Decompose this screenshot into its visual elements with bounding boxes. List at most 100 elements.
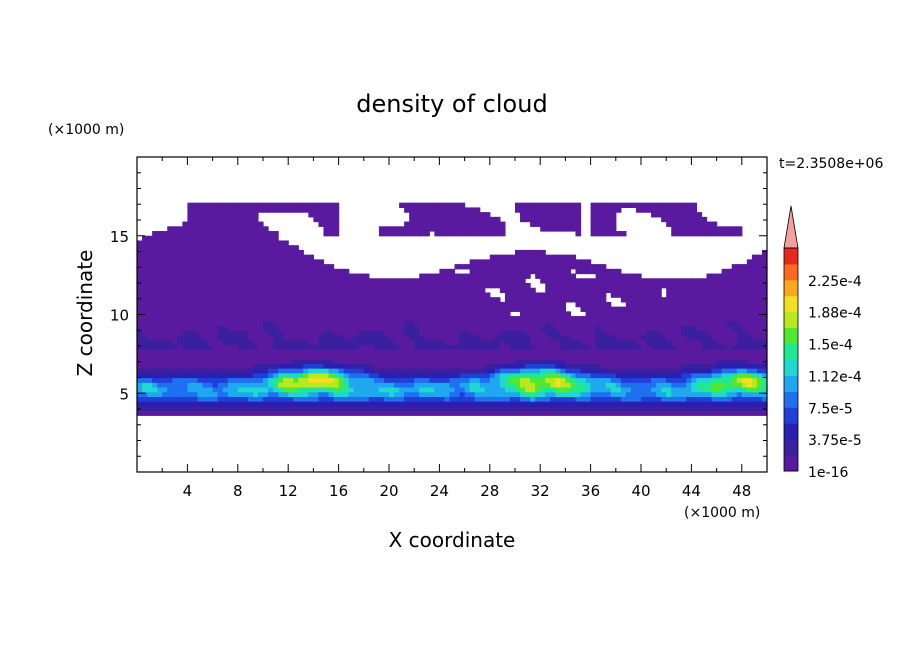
heatmap-cell: [197, 353, 204, 360]
heatmap-cell: [545, 264, 551, 270]
heatmap-cell: [515, 401, 521, 407]
heatmap-cell: [263, 410, 269, 416]
heatmap-cell: [530, 334, 536, 341]
heatmap-cell: [751, 349, 758, 355]
heatmap-cell: [419, 410, 425, 416]
heatmap-cell: [635, 311, 642, 317]
heatmap-cell: [706, 382, 713, 388]
heatmap-cell: [273, 278, 279, 284]
heatmap-cell: [595, 401, 602, 407]
heatmap-cell: [283, 273, 289, 279]
heatmap-cell: [399, 287, 405, 294]
heatmap-cell: [414, 278, 420, 284]
heatmap-cell: [469, 311, 476, 317]
heatmap-cell: [560, 344, 566, 350]
heatmap-cell: [182, 249, 188, 256]
heatmap-cell: [328, 368, 335, 374]
heatmap-cell: [182, 273, 188, 279]
heatmap-cell: [671, 207, 677, 213]
heatmap-cell: [530, 259, 536, 265]
heatmap-cell: [308, 386, 314, 393]
heatmap-cell: [263, 334, 269, 341]
heatmap-cell: [409, 216, 415, 223]
heatmap-cell: [217, 391, 224, 398]
heatmap-cell: [313, 386, 320, 393]
heatmap-cell: [318, 287, 325, 294]
heatmap-cell: [247, 240, 254, 246]
x-tick-label: 28: [480, 482, 499, 500]
heatmap-cell: [263, 202, 269, 208]
heatmap-cell: [474, 353, 481, 360]
heatmap-cell: [656, 292, 662, 298]
heatmap-field: [137, 202, 773, 416]
heatmap-cell: [464, 382, 471, 388]
heatmap-cell: [222, 316, 229, 322]
heatmap-cell: [394, 405, 400, 412]
heatmap-cell: [182, 292, 188, 298]
heatmap-cell: [681, 382, 687, 388]
heatmap-cell: [535, 401, 541, 407]
heatmap-cell: [288, 207, 294, 213]
heatmap-cell: [237, 349, 244, 355]
heatmap-cell: [399, 231, 405, 237]
heatmap-cell: [298, 325, 304, 331]
heatmap-cell: [701, 297, 708, 303]
heatmap-cell: [363, 344, 370, 350]
heatmap-cell: [746, 377, 753, 383]
heatmap-cell: [172, 273, 178, 279]
heatmap-cell: [555, 372, 561, 379]
heatmap-cell: [736, 386, 743, 393]
heatmap-cell: [630, 382, 637, 388]
heatmap-cell: [580, 396, 587, 402]
heatmap-cell: [147, 320, 153, 327]
heatmap-cell: [419, 391, 425, 398]
heatmap-cell: [333, 372, 340, 379]
heatmap-cell: [187, 254, 194, 260]
heatmap-cell: [474, 377, 481, 383]
heatmap-cell: [177, 349, 183, 355]
heatmap-cell: [298, 353, 304, 360]
heatmap-cell: [242, 330, 249, 336]
heatmap-cell: [756, 377, 763, 383]
heatmap-cell: [424, 396, 430, 402]
heatmap-cell: [656, 358, 662, 364]
heatmap-cell: [394, 278, 400, 284]
heatmap-cell: [751, 320, 758, 327]
heatmap-cell: [671, 306, 677, 312]
heatmap-cell: [767, 302, 773, 307]
heatmap-cell: [293, 386, 299, 393]
heatmap-cell: [671, 221, 677, 227]
heatmap-cell: [333, 405, 340, 412]
heatmap-cell: [263, 339, 269, 346]
heatmap-cell: [509, 386, 516, 393]
heatmap-cell: [197, 283, 204, 289]
heatmap-cell: [368, 391, 375, 398]
heatmap-cell: [394, 349, 400, 355]
heatmap-cell: [756, 396, 763, 402]
heatmap-cell: [358, 353, 365, 360]
heatmap-cell: [257, 363, 264, 369]
heatmap-cell: [565, 287, 572, 294]
heatmap-cell: [192, 382, 199, 388]
heatmap-cell: [474, 273, 481, 279]
heatmap-cell: [313, 278, 320, 284]
heatmap-cell: [242, 391, 249, 398]
heatmap-cell: [313, 405, 320, 412]
heatmap-cell: [696, 391, 703, 398]
heatmap-cell: [575, 386, 582, 393]
heatmap-cell: [484, 292, 491, 298]
heatmap-cell: [691, 358, 698, 364]
heatmap-cell: [585, 287, 592, 294]
heatmap-cell: [378, 287, 385, 294]
heatmap-cell: [605, 382, 612, 388]
heatmap-cell: [691, 401, 698, 407]
heatmap-cell: [268, 259, 274, 265]
heatmap-cell: [222, 268, 229, 275]
heatmap-cell: [494, 334, 501, 341]
heatmap-cell: [399, 372, 405, 379]
heatmap-cell: [147, 264, 153, 270]
heatmap-cell: [479, 391, 486, 398]
heatmap-cell: [641, 316, 647, 322]
heatmap-cell: [535, 316, 541, 322]
heatmap-cell: [257, 320, 264, 327]
